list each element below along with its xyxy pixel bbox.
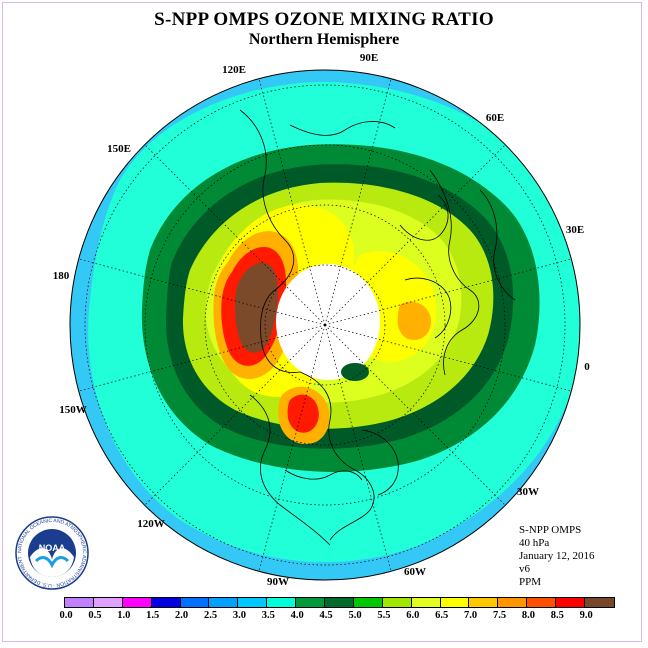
- lon-label-90W: 90W: [267, 576, 289, 588]
- info-instrument: S-NPP OMPS: [519, 524, 582, 536]
- colorbar-segment: [93, 598, 123, 607]
- lon-label-90E: 90E: [360, 52, 378, 64]
- colorbar-tick-label: 6.5: [435, 610, 449, 621]
- meridian-line: [144, 324, 326, 506]
- colorbar-tick-label: 4.0: [290, 610, 304, 621]
- lon-label-60E: 60E: [486, 112, 504, 124]
- colorbar-segment: [353, 598, 383, 607]
- colorbar-tick-label: 9.0: [579, 610, 593, 621]
- colorbar-segment: [209, 598, 239, 607]
- field-red-patch-canada: [287, 394, 319, 433]
- colorbar-tick-label: 3.5: [261, 610, 275, 621]
- colorbar-tick-label: 2.0: [175, 610, 189, 621]
- info-pressure-level: 40 hPa: [519, 537, 550, 549]
- colorbar-segment: [65, 598, 94, 607]
- colorbar-tick-label: 7.0: [464, 610, 478, 621]
- colorbar-segment: [325, 598, 354, 607]
- longitude-labels: 90E 60E 120E 150E 30E 180 0 150W 30W 120…: [53, 52, 591, 588]
- meridian-line: [258, 324, 326, 572]
- colorbar-segment: [411, 598, 441, 607]
- meridian-line: [78, 324, 326, 392]
- lon-label-180: 180: [53, 270, 70, 282]
- info-date: January 12, 2016: [519, 550, 595, 562]
- coastlines: [239, 109, 516, 546]
- field-dark-green-patch: [341, 363, 369, 381]
- colorbar-segment: [296, 598, 326, 607]
- meridian-line: [258, 78, 326, 326]
- colorbar-segment: [498, 598, 528, 607]
- lon-label-120W: 120W: [137, 518, 165, 530]
- meridian-line: [324, 324, 572, 392]
- colorbar-segment: [527, 598, 557, 607]
- colorbar-segment: [180, 598, 210, 607]
- colorbar-segment: [585, 598, 614, 607]
- colorbar-tick-label: 8.5: [550, 610, 564, 621]
- colorbar-segment: [382, 598, 412, 607]
- info-version: v6: [519, 563, 530, 575]
- colorbar-tick-label: 5.5: [377, 610, 391, 621]
- lon-label-30E: 30E: [566, 224, 584, 236]
- colorbar-segment: [238, 598, 268, 607]
- meridian-line: [324, 258, 572, 326]
- lon-label-60W: 60W: [404, 566, 426, 578]
- lon-label-30W: 30W: [517, 486, 539, 498]
- colorbar-segment: [440, 598, 470, 607]
- info-panel: S-NPP OMPS 40 hPa January 12, 2016 v6 PP…: [519, 524, 594, 589]
- colorbar-tick-label: 0.0: [59, 610, 73, 621]
- figure-frame: [2, 2, 642, 642]
- graticule: [78, 78, 572, 572]
- meridian-line: [324, 144, 506, 326]
- noaa-logo: NATIONAL OCEANIC AND ATMOSPHERIC ADMINIS…: [14, 515, 89, 590]
- colorbar-tick-label: 6.0: [406, 610, 420, 621]
- colorbar-segment: [267, 598, 297, 607]
- map-boundary: [69, 69, 581, 581]
- colorbar-tick-label: 4.5: [319, 610, 333, 621]
- colorbar-segment: [469, 598, 499, 607]
- meridian-line: [324, 324, 506, 506]
- lon-label-150W: 150W: [59, 404, 87, 416]
- lon-label-0: 0: [584, 361, 590, 373]
- colorbar-tick-label: 1.0: [117, 610, 131, 621]
- lon-label-120E: 120E: [222, 64, 246, 76]
- colorbar-tick-label: 0.5: [88, 610, 102, 621]
- lon-label-150E: 150E: [107, 143, 131, 155]
- colorbar-tick-label: 3.0: [232, 610, 246, 621]
- meridian-line: [78, 258, 326, 326]
- colorbar-tick-label: 7.5: [492, 610, 507, 621]
- meridian-line: [144, 144, 326, 326]
- field-orange-patch-europe: [397, 301, 432, 340]
- colorbar-tick-label: 5.0: [348, 610, 362, 621]
- colorbar-tick-labels: 0.0 0.5 1.0 1.5 2.0 2.5 3.0 3.5 4.0 4.5 5.0 5.5 6.0 6…: [0, 610, 648, 624]
- colorbar-segment: [556, 598, 586, 607]
- colorbar-tick-label: 2.5: [203, 610, 218, 621]
- colorbar-segment: [151, 598, 181, 607]
- colorbar-tick-label: 8.0: [521, 610, 535, 621]
- colorbar-segment: [122, 598, 152, 607]
- meridian-line: [324, 324, 392, 572]
- noaa-logo-text: NOAA: [39, 543, 66, 553]
- info-units: PPM: [519, 576, 542, 588]
- figure-subtitle: Northern Hemisphere: [248, 31, 400, 48]
- colorbar: [64, 597, 615, 608]
- meridian-line: [324, 78, 392, 326]
- colorbar-tick-label: 1.5: [146, 610, 160, 621]
- field-brown-core: [235, 262, 278, 353]
- figure-title: S-NPP OMPS OZONE MIXING RATIO: [154, 9, 494, 30]
